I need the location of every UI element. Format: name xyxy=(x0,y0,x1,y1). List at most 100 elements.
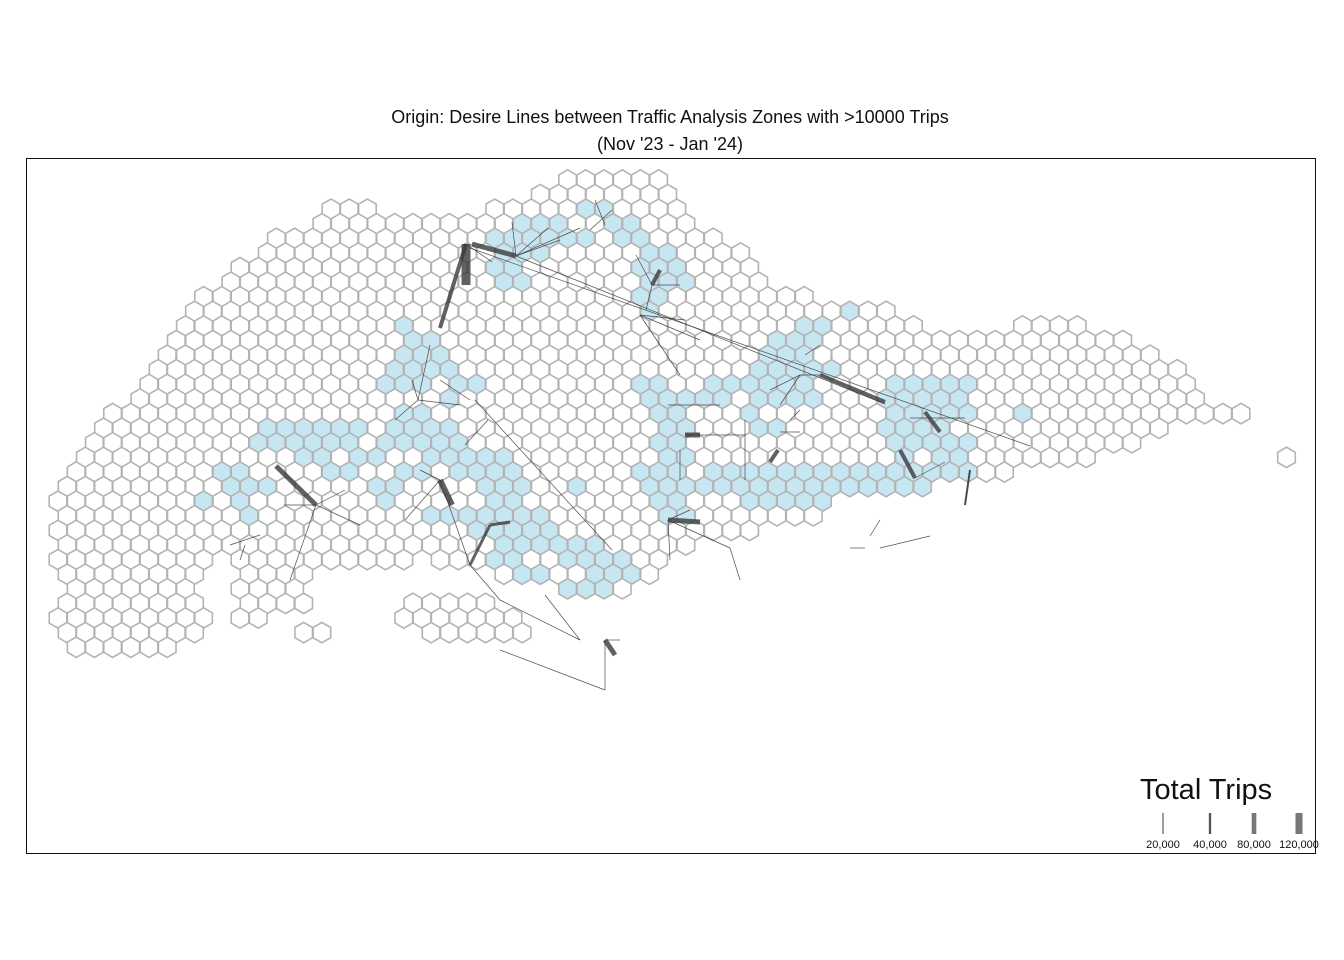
hexagon-zone xyxy=(1195,402,1215,425)
desire-line xyxy=(468,524,492,566)
hexagon-zone xyxy=(803,504,823,527)
hexagon-zone xyxy=(858,475,878,498)
hexagon-zone xyxy=(576,577,596,600)
hexagon-zone xyxy=(248,606,268,630)
hexagon-zone xyxy=(394,606,414,630)
hexagon-zone xyxy=(1040,446,1060,469)
desire-line xyxy=(464,419,489,446)
map-frame xyxy=(26,158,1316,854)
hexagon-zone xyxy=(512,563,532,586)
hexagon-zone xyxy=(184,621,205,644)
hexagon-zone xyxy=(785,504,805,527)
hexagon-zone xyxy=(394,548,414,571)
hexagon-zone xyxy=(876,475,896,498)
hexagon-zone xyxy=(139,636,159,659)
desire-line xyxy=(914,461,946,479)
hexagon-zone xyxy=(103,636,123,659)
desire-line xyxy=(439,379,471,401)
desire-line xyxy=(667,509,691,521)
desire-line xyxy=(274,464,318,507)
legend-line-symbols xyxy=(1162,813,1303,834)
hexagon-zone xyxy=(421,621,441,644)
hexagon-zone xyxy=(494,621,514,644)
desire-line xyxy=(544,594,581,641)
desire-line xyxy=(729,547,741,581)
desire-line xyxy=(471,241,517,259)
hexagon-zone xyxy=(1176,402,1196,425)
desire-line xyxy=(667,519,671,561)
desire-line xyxy=(635,254,653,286)
hexagon-zone xyxy=(121,636,141,659)
desire-line xyxy=(465,243,493,263)
hexagon-zone xyxy=(594,577,614,600)
legend-label-20000: 20,000 xyxy=(1146,839,1180,851)
hexagon-zone xyxy=(294,621,314,644)
hexagon-zone xyxy=(294,592,314,615)
desire-line xyxy=(639,314,686,321)
hexagon-zone xyxy=(1076,446,1096,469)
hexagon-zone xyxy=(321,548,341,571)
hexagon-zone xyxy=(557,577,578,600)
desire-line xyxy=(898,449,917,479)
legend-label-80000: 80,000 xyxy=(1237,839,1271,851)
desire-line xyxy=(779,374,801,406)
hexagon-zone xyxy=(230,606,250,630)
hexagon-zone xyxy=(676,533,696,557)
legend-label-120000: 120,000 xyxy=(1279,839,1319,851)
hexagon-zone xyxy=(476,621,496,644)
desire-line xyxy=(394,399,419,421)
hexagon-zone xyxy=(1213,402,1233,425)
desire-line xyxy=(315,504,361,526)
desire-line xyxy=(489,520,511,527)
desire-line xyxy=(437,478,455,507)
desire-line xyxy=(819,373,886,404)
legend-title: Total Trips xyxy=(1140,774,1273,806)
desire-line xyxy=(511,221,517,257)
hexagon-zone xyxy=(739,519,760,542)
desire-line xyxy=(964,469,971,506)
hexagon-zone xyxy=(530,563,550,586)
desire-line xyxy=(769,374,801,391)
desire-line xyxy=(515,227,549,257)
hexagon-zone-layer xyxy=(48,168,1297,659)
map-title-line-1: Origin: Desire Lines between Traffic Ana… xyxy=(391,107,949,127)
desire-line xyxy=(239,544,246,561)
hexagon-zone xyxy=(494,563,514,586)
desire-line xyxy=(438,243,468,329)
desire-line xyxy=(469,247,1031,447)
hexagon-zone xyxy=(448,548,469,571)
desire-line xyxy=(869,519,881,537)
hexagon-zone xyxy=(1022,446,1042,469)
hexagon-zone xyxy=(1276,446,1297,469)
desire-line xyxy=(289,504,317,581)
desire-line xyxy=(469,564,501,601)
desire-line xyxy=(515,227,581,257)
hexagon-zone xyxy=(767,504,787,527)
desire-line xyxy=(923,410,942,434)
desire-line xyxy=(499,599,581,641)
hexagon-zone xyxy=(339,548,359,571)
hexagon-zone xyxy=(840,475,860,498)
desire-line xyxy=(229,534,261,546)
desire-line xyxy=(515,239,561,257)
hexagon-zone xyxy=(721,519,742,542)
desire-line xyxy=(639,314,701,341)
hexagon-zone xyxy=(612,577,632,600)
desire-line xyxy=(602,638,618,657)
desire-line xyxy=(594,199,606,226)
desire-line xyxy=(499,649,606,691)
desire-line xyxy=(804,344,821,356)
hexagon-zone xyxy=(357,548,378,571)
desire-line xyxy=(667,517,701,525)
hexagon-zone xyxy=(1058,446,1078,469)
hexagon-zone xyxy=(976,460,996,484)
hexagon-zone xyxy=(375,548,396,571)
desire-line xyxy=(419,469,441,481)
hexagon-zone xyxy=(457,621,478,644)
desire-line xyxy=(417,399,461,406)
legend-label-40000: 40,000 xyxy=(1193,839,1227,851)
hexagon-zone xyxy=(66,636,86,659)
desire-line xyxy=(768,448,780,464)
hexagon-zone xyxy=(912,475,933,498)
